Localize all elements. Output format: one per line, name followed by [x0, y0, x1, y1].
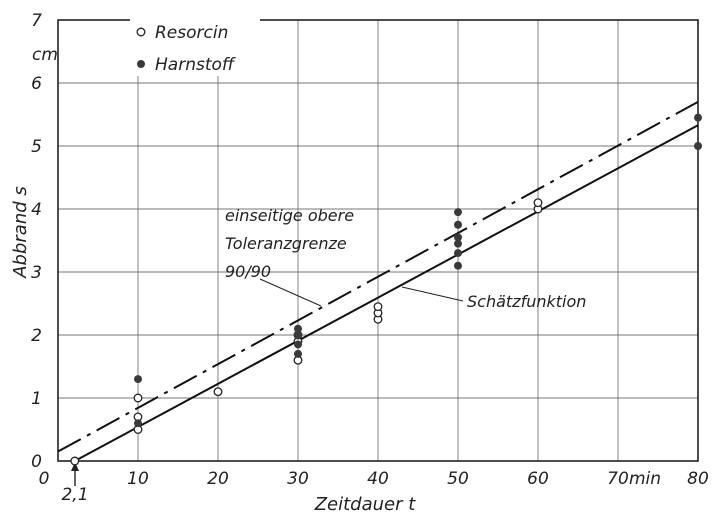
x-unit-label: min	[629, 469, 661, 489]
point-resorcin-12	[533, 198, 543, 208]
estimate-line	[74, 124, 699, 462]
tolerance-annotation-line2: Toleranzgrenze	[225, 234, 347, 253]
legend-label-harnstoff: Harnstoff	[155, 55, 236, 75]
legend-background	[130, 18, 260, 76]
point-harnstoff-11	[454, 208, 462, 217]
point-resorcin-10	[373, 302, 383, 312]
point-resorcin-0	[70, 456, 80, 466]
legend: Resorcin Harnstoff	[130, 18, 260, 76]
y-tick-label-0: 0	[31, 452, 42, 472]
point-harnstoff-7	[454, 249, 462, 258]
y-tick-label-4: 4	[31, 200, 42, 220]
y-tick-label-6: 6	[31, 74, 42, 94]
estimate-annotation-label: Schätzfunktion	[467, 292, 586, 311]
tolerance-annotation: einseitige obere Toleranzgrenze 90/90	[225, 206, 354, 307]
point-harnstoff-3	[294, 340, 302, 349]
point-harnstoff-12	[694, 142, 702, 150]
point-harnstoff-1	[134, 375, 142, 384]
point-harnstoff-4	[294, 331, 302, 339]
point-resorcin-3	[133, 393, 143, 403]
x-tick-label-70: 70	[607, 469, 629, 489]
special-x-tick-label: 2,1	[61, 485, 88, 505]
legend-marker-resorcin	[136, 27, 146, 37]
y-tick-label-1: 1	[31, 389, 42, 409]
tolerance-annotation-line3: 90/90	[225, 262, 271, 281]
point-harnstoff-6	[454, 261, 462, 270]
data-points	[70, 113, 702, 466]
point-harnstoff-9	[454, 233, 462, 242]
tolerance-annotation-leader	[259, 278, 322, 307]
legend-label-resorcin: Resorcin	[155, 23, 228, 43]
y-tick-label-5: 5	[31, 137, 42, 157]
grid	[58, 20, 698, 461]
point-harnstoff-0	[134, 419, 142, 428]
x-tick-label-40: 40	[367, 469, 389, 489]
point-harnstoff-8	[454, 239, 462, 248]
estimate-annotation: Schätzfunktion	[401, 286, 586, 311]
point-harnstoff-5	[294, 324, 302, 333]
special-x-tick: 2,1	[61, 462, 89, 505]
point-resorcin-4	[213, 387, 223, 397]
x-tick-label-20: 20	[207, 469, 229, 489]
fit-lines	[57, 101, 699, 462]
x-axis-title: Zeitdauer t	[314, 494, 417, 515]
axes	[57, 19, 699, 462]
point-harnstoff-2	[294, 349, 302, 358]
x-tick-label-80: 80	[687, 469, 709, 489]
y-tick-label-3: 3	[31, 263, 42, 283]
point-harnstoff-13	[694, 113, 702, 122]
x-tick-label-50: 50	[447, 469, 469, 489]
x-tick-label-10: 10	[127, 469, 149, 489]
point-harnstoff-10	[454, 220, 462, 229]
y-axis-title: Abbrand s	[10, 186, 31, 279]
x-tick-label-60: 60	[527, 469, 549, 489]
legend-marker-harnstoff	[137, 60, 145, 68]
estimate-annotation-leader	[401, 286, 464, 302]
x-tick-label-0: 0	[39, 469, 50, 489]
tick-labels: 0 10 20 30 40 50 60 70 80 0 1 2 3 4 5 6 7	[31, 11, 709, 489]
x-tick-label-30: 30	[287, 469, 309, 489]
tolerance-line	[57, 101, 699, 453]
special-x-tick-arrow-head	[71, 462, 79, 471]
tolerance-annotation-line1: einseitige obere	[225, 206, 354, 225]
y-tick-label-2: 2	[31, 326, 42, 346]
y-unit-label: cm	[32, 45, 58, 65]
y-tick-label-7: 7	[31, 11, 42, 31]
plot-frame	[57, 19, 699, 462]
